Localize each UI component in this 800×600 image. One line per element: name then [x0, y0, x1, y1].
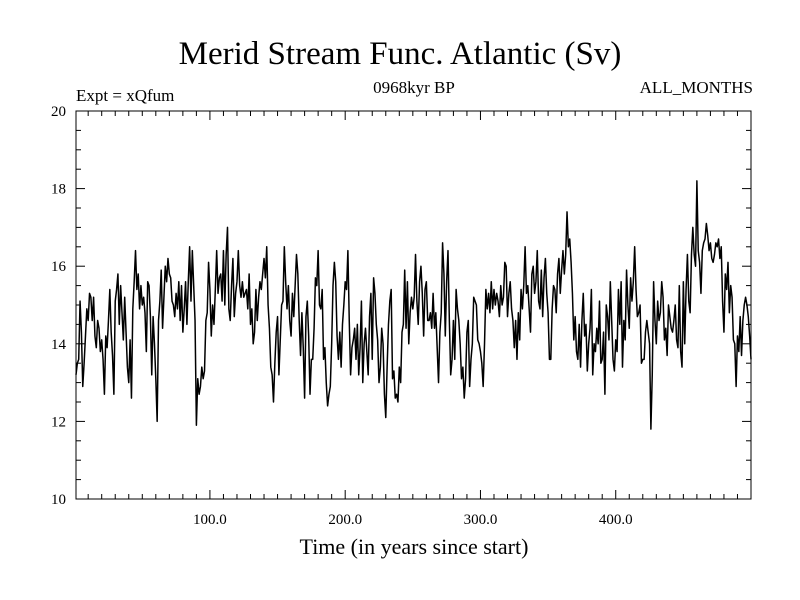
y-tick-label: 10 [51, 492, 66, 508]
y-tick-label: 14 [51, 337, 67, 353]
experiment-label: Expt = xQfum [76, 86, 175, 105]
y-tick-label: 16 [51, 259, 67, 275]
y-tick-label: 18 [51, 182, 66, 198]
x-tick-label: 400.0 [599, 512, 633, 528]
chart-title: Merid Stream Func. Atlantic (Sv) [178, 36, 622, 72]
season-label: ALL_MONTHS [639, 78, 753, 97]
x-tick-label: 100.0 [193, 512, 227, 528]
x-axis-label: Time (in years since start) [300, 534, 529, 559]
x-tick-label: 200.0 [328, 512, 362, 528]
y-tick-label: 20 [51, 104, 66, 120]
series-line [75, 180, 752, 430]
period-label: 0968kyr BP [373, 78, 455, 97]
y-tick-label: 12 [51, 414, 66, 430]
x-tick-label: 300.0 [464, 512, 498, 528]
